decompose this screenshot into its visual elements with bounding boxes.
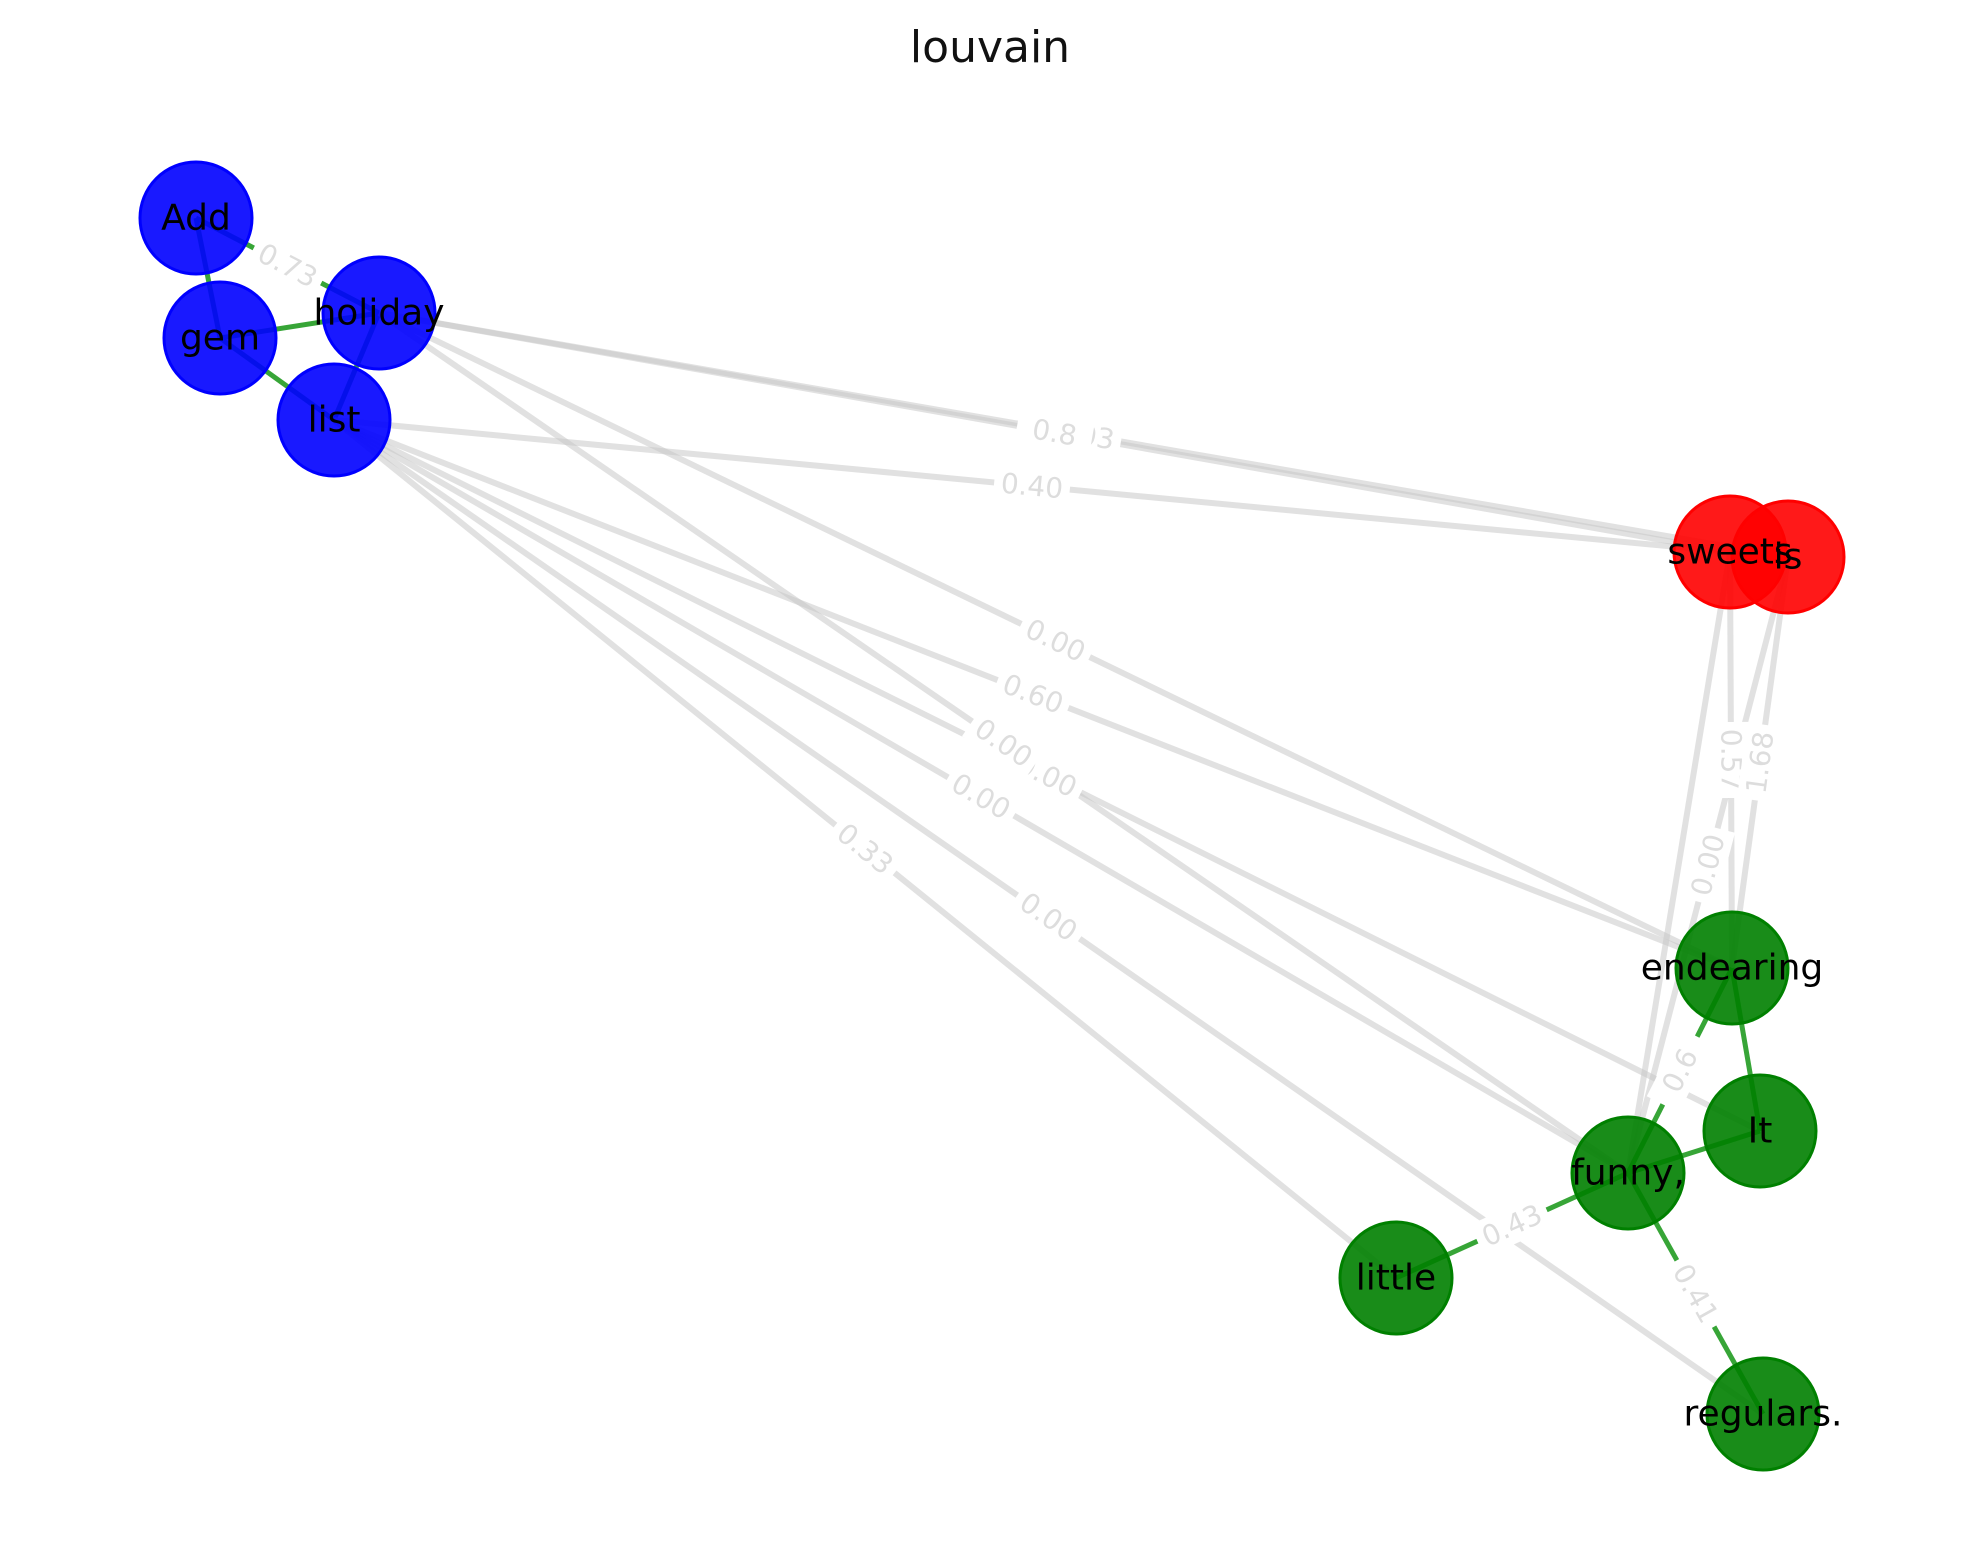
edge-weight-label: 0.00 bbox=[1013, 607, 1098, 674]
edge-weight-label: 1.68 bbox=[1737, 722, 1783, 803]
node-holiday bbox=[321, 255, 437, 371]
node-label: Add bbox=[161, 198, 231, 239]
node-circle bbox=[138, 160, 254, 276]
node-is bbox=[1730, 499, 1846, 615]
node-label: little bbox=[1356, 1258, 1436, 1299]
edge-weight-label-bg bbox=[1013, 408, 1096, 457]
node-label: endearing bbox=[1641, 948, 1824, 989]
edge-weight-label-bg bbox=[824, 811, 906, 887]
edge-weight-label: 0.41 bbox=[1661, 1251, 1730, 1336]
edge-weight-label-bg bbox=[939, 761, 1023, 832]
edge-weight-label-bg bbox=[961, 706, 1046, 780]
node-funny bbox=[1570, 1115, 1686, 1231]
node-label: is bbox=[1774, 537, 1803, 578]
edge-weight-label-bg bbox=[1661, 1251, 1730, 1336]
edge-weight-label: 0.40 bbox=[992, 464, 1072, 508]
edge-weight-label: 0.43 bbox=[1469, 1193, 1555, 1258]
node-circle bbox=[1570, 1115, 1686, 1231]
edge-weight-label-bg bbox=[992, 464, 1072, 508]
edge-weight-text: 0.8 bbox=[1030, 412, 1080, 452]
node-Add bbox=[138, 160, 254, 276]
edge-weight-label-bg bbox=[245, 232, 330, 299]
node-label: regulars. bbox=[1684, 1394, 1843, 1435]
node-regulars bbox=[1705, 1356, 1821, 1472]
node-label: gem bbox=[180, 318, 260, 359]
node-label: holiday bbox=[313, 293, 444, 334]
edge-weight-label-bg bbox=[991, 663, 1075, 725]
node-circle bbox=[321, 255, 437, 371]
node-gem bbox=[162, 280, 278, 396]
edge-weight-text: 0.00 bbox=[1684, 831, 1732, 900]
node-circle bbox=[1702, 1073, 1818, 1189]
graph-title: louvain bbox=[909, 22, 1071, 73]
edge-weight-label-bg bbox=[1737, 722, 1783, 803]
edge-weight-text: 0.40 bbox=[999, 467, 1064, 506]
node-list bbox=[276, 362, 392, 478]
node-label: sweets bbox=[1667, 532, 1792, 573]
node-circle bbox=[276, 362, 392, 478]
edge-weight-label-bg bbox=[1007, 880, 1090, 954]
edge-weight-label: 0.60 bbox=[991, 663, 1075, 725]
node-circle bbox=[1705, 1356, 1821, 1472]
node-circle bbox=[1674, 910, 1790, 1026]
node-circle bbox=[1730, 499, 1846, 615]
edge-label-layer: 0.731.030.80.400.000.600.000.000.000.000… bbox=[245, 232, 1783, 1336]
edge-weight-label-bg bbox=[1646, 1028, 1714, 1113]
edge-sweets-funny bbox=[1625, 551, 1733, 1174]
edge-weight-label: 0.73 bbox=[245, 232, 330, 299]
node-It bbox=[1702, 1073, 1818, 1189]
edge-weight-label-bg bbox=[1013, 607, 1098, 674]
edge-weight-label: 0.8 bbox=[1013, 408, 1096, 457]
edge-weight-label-bg bbox=[1681, 823, 1735, 907]
node-label: funny, bbox=[1571, 1153, 1685, 1194]
node-little bbox=[1338, 1220, 1454, 1336]
node-label: list bbox=[308, 400, 361, 441]
edge-weight-label-bg bbox=[1469, 1193, 1555, 1258]
node-label: It bbox=[1748, 1111, 1773, 1152]
node-endearing bbox=[1674, 910, 1790, 1026]
edge-weight-label: 0.00 bbox=[1681, 823, 1735, 907]
node-circle bbox=[1338, 1220, 1454, 1336]
edge-weight-label: 0.00 bbox=[1007, 880, 1090, 954]
node-circle bbox=[162, 280, 278, 396]
